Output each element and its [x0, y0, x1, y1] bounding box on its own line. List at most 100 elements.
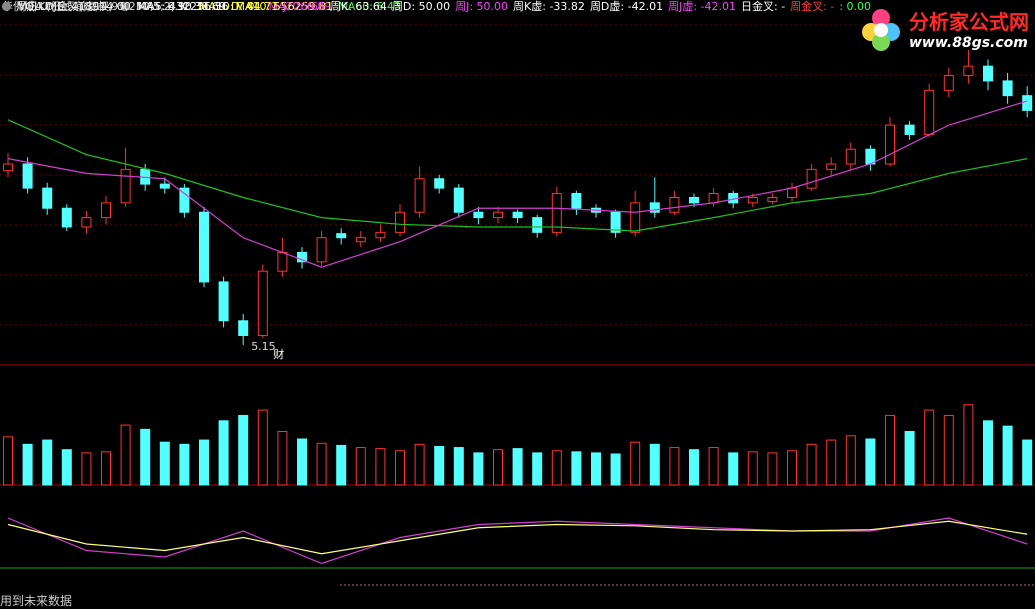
candle-body	[669, 197, 680, 213]
volume-bar	[610, 453, 621, 486]
volume-bar	[806, 443, 817, 486]
candle-body	[1022, 95, 1033, 111]
candle-body	[571, 192, 582, 209]
wgc: 周金叉: -	[790, 0, 835, 13]
toggle[interactable]	[120, 2, 130, 11]
volume-bar	[61, 449, 72, 486]
candle-body	[395, 211, 405, 233]
ma-line	[7, 119, 1028, 232]
volume-bar	[551, 450, 562, 486]
candle-body	[257, 270, 268, 337]
volume-bar	[238, 414, 249, 486]
candle-body	[179, 187, 190, 213]
volume-bar	[473, 452, 484, 486]
candle-body	[924, 89, 935, 136]
candle-body	[532, 217, 543, 233]
volume-bar	[3, 436, 13, 486]
price-legend: 华侨城A (日线,前复权) MA5: 6.90 MA10: 7.01 MA20:…	[2, 0, 401, 13]
ma60: MA60: 6.43	[338, 0, 401, 13]
candle-body	[845, 148, 856, 165]
kdj-line	[7, 517, 1028, 565]
vol-ma5: MA5: 432256.56	[137, 0, 229, 13]
zero: : 0.00	[839, 0, 872, 13]
low-annotation: 5.15	[251, 340, 276, 353]
volume-bar	[493, 449, 503, 486]
ma20: MA20: 6.89	[268, 0, 332, 13]
volume-bar	[1002, 425, 1013, 486]
wk: 周K: 63.64	[330, 0, 387, 13]
candle-body	[787, 187, 797, 198]
candle-body	[61, 207, 72, 228]
volume-bar	[649, 443, 660, 486]
volume-legend: VOLUME: 418914.00 MA5: 432256.56 MA10: 5…	[2, 0, 333, 13]
candle-body	[473, 211, 484, 219]
logo-name: 分析家公式网	[909, 9, 1029, 34]
candle-body	[238, 320, 249, 337]
volume-bar	[81, 452, 92, 486]
volume-bar	[316, 442, 327, 486]
toggle[interactable]	[2, 2, 11, 11]
volume-bar	[101, 451, 111, 486]
event-marker: 财	[273, 347, 284, 361]
volume-bar	[159, 441, 170, 486]
candle-body	[277, 251, 288, 272]
candle-body	[81, 217, 92, 228]
volume-bar	[140, 428, 151, 486]
volume-bar	[297, 438, 307, 486]
candle-body	[159, 183, 170, 189]
candle-body	[355, 237, 366, 243]
wd: 周D: 50.00	[391, 0, 451, 13]
volume-bar	[453, 447, 464, 486]
dgc: 日金叉: -	[741, 0, 786, 13]
volume-bar	[375, 448, 386, 486]
candle-body	[316, 237, 327, 263]
volume-bar	[22, 443, 33, 486]
candle-body	[120, 168, 131, 204]
volume-bar	[865, 438, 876, 486]
candle-body	[512, 211, 523, 219]
volume-bar	[42, 439, 53, 486]
candle-body	[983, 65, 993, 82]
candle-body	[767, 197, 778, 203]
candle-body	[375, 231, 386, 239]
candle-body	[1002, 80, 1013, 97]
volume-bar	[199, 439, 209, 486]
volume-bar	[336, 444, 347, 486]
candle-body	[22, 163, 33, 189]
volume-bar	[120, 424, 131, 486]
volume-bar	[689, 449, 699, 486]
volume-bar	[1022, 439, 1033, 486]
ma-line	[7, 100, 1028, 268]
volume-bar	[257, 409, 268, 486]
candle-body	[826, 163, 837, 170]
wdx: 周D虚: -42.01	[589, 0, 664, 13]
candle-body	[943, 75, 954, 91]
candle-body	[297, 251, 307, 263]
candle-body	[630, 202, 641, 233]
volume-bar	[630, 441, 641, 486]
candle-body	[101, 202, 111, 219]
wkx: 周K虚: -33.82	[513, 0, 585, 13]
candle-body	[689, 197, 699, 204]
volume-bar	[885, 414, 895, 486]
candle-body	[414, 178, 425, 213]
ma5: MA5: 6.90	[136, 0, 192, 13]
volume-bar	[591, 452, 601, 486]
candle-body	[199, 211, 209, 283]
volume-bar	[904, 431, 915, 486]
logo: 分析家公式网 www.88gs.com	[857, 4, 1029, 52]
volume-bar	[395, 450, 405, 486]
d: D: 44.71	[230, 0, 279, 13]
volume-bar	[414, 443, 425, 486]
vol-ma10: MA10: 556259.81	[235, 0, 334, 13]
candle-body	[708, 192, 719, 204]
kdj-title: 周日KDJ金叉(6,14,95,250,1,2)	[16, 0, 175, 13]
kdj-line	[7, 520, 1028, 555]
candle-body	[493, 211, 503, 219]
j: J: 26.66	[283, 0, 326, 13]
wjx: 周J虚: -42.01	[668, 0, 736, 13]
volume-bar	[728, 452, 739, 486]
volume-bar	[787, 450, 797, 486]
candle-body	[551, 192, 562, 233]
